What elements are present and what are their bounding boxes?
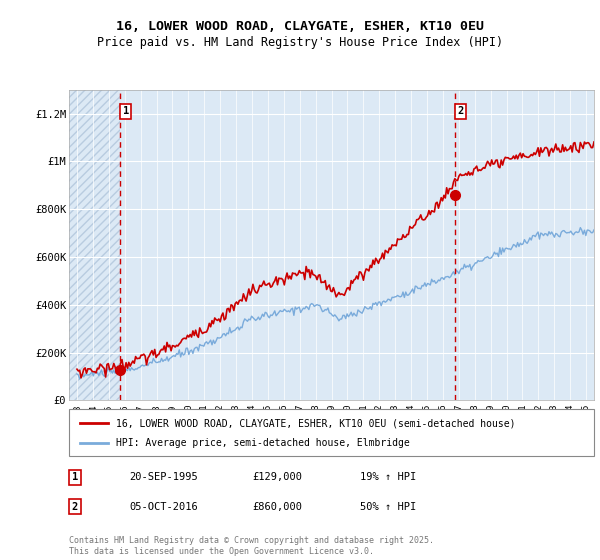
Text: 1: 1 [72,472,78,482]
Text: 19% ↑ HPI: 19% ↑ HPI [360,472,416,482]
Text: 2: 2 [72,502,78,512]
Text: 16, LOWER WOOD ROAD, CLAYGATE, ESHER, KT10 0EU: 16, LOWER WOOD ROAD, CLAYGATE, ESHER, KT… [116,20,484,32]
Text: 20-SEP-1995: 20-SEP-1995 [129,472,198,482]
Bar [69,90,120,400]
Text: HPI: Average price, semi-detached house, Elmbridge: HPI: Average price, semi-detached house,… [116,438,410,448]
Text: £860,000: £860,000 [252,502,302,512]
Text: 05-OCT-2016: 05-OCT-2016 [129,502,198,512]
Text: 1: 1 [122,106,129,116]
Text: 16, LOWER WOOD ROAD, CLAYGATE, ESHER, KT10 0EU (semi-detached house): 16, LOWER WOOD ROAD, CLAYGATE, ESHER, KT… [116,418,516,428]
Text: 2: 2 [457,106,464,116]
Text: 50% ↑ HPI: 50% ↑ HPI [360,502,416,512]
Text: Contains HM Land Registry data © Crown copyright and database right 2025.
This d: Contains HM Land Registry data © Crown c… [69,536,434,556]
Text: £129,000: £129,000 [252,472,302,482]
Text: Price paid vs. HM Land Registry's House Price Index (HPI): Price paid vs. HM Land Registry's House … [97,36,503,49]
